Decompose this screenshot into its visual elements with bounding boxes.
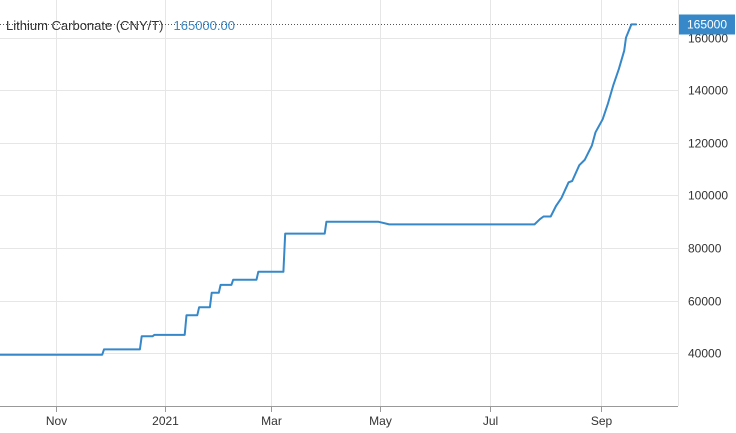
series-current-value: 165000.00 bbox=[173, 18, 235, 33]
x-tick-label: Nov bbox=[46, 414, 67, 428]
x-tick-label: Jul bbox=[483, 414, 498, 428]
y-tick-label: 40000 bbox=[688, 347, 722, 361]
x-tick-label: Sep bbox=[591, 414, 613, 428]
x-tick-label: 2021 bbox=[152, 414, 179, 428]
y-tick-label: 80000 bbox=[688, 242, 722, 256]
horizontal-gridlines bbox=[0, 38, 678, 354]
series-line bbox=[0, 23, 637, 356]
y-axis-ticks: 40000 60000 80000 100000 120000 140000 160000 bbox=[688, 32, 728, 361]
y-tick-label: 60000 bbox=[688, 295, 722, 309]
series-legend: Lithium Carbonate (CNY/T) 165000.00 bbox=[6, 18, 235, 33]
last-value-badge-background bbox=[679, 14, 735, 35]
last-value-badge: 165000 bbox=[679, 14, 735, 35]
vertical-gridlines bbox=[56, 0, 679, 406]
x-tick-label: Mar bbox=[261, 414, 282, 428]
y-tick-label: 160000 bbox=[688, 32, 728, 46]
y-tick-label: 100000 bbox=[688, 189, 728, 203]
x-axis-ticks: Nov 2021 Mar May Jul Sep bbox=[46, 406, 613, 428]
last-value-badge-label: 165000 bbox=[687, 18, 727, 32]
x-tick-label: May bbox=[369, 414, 392, 428]
y-tick-label: 120000 bbox=[688, 137, 728, 151]
series-label: Lithium Carbonate (CNY/T) bbox=[6, 18, 164, 33]
y-tick-label: 140000 bbox=[688, 84, 728, 98]
